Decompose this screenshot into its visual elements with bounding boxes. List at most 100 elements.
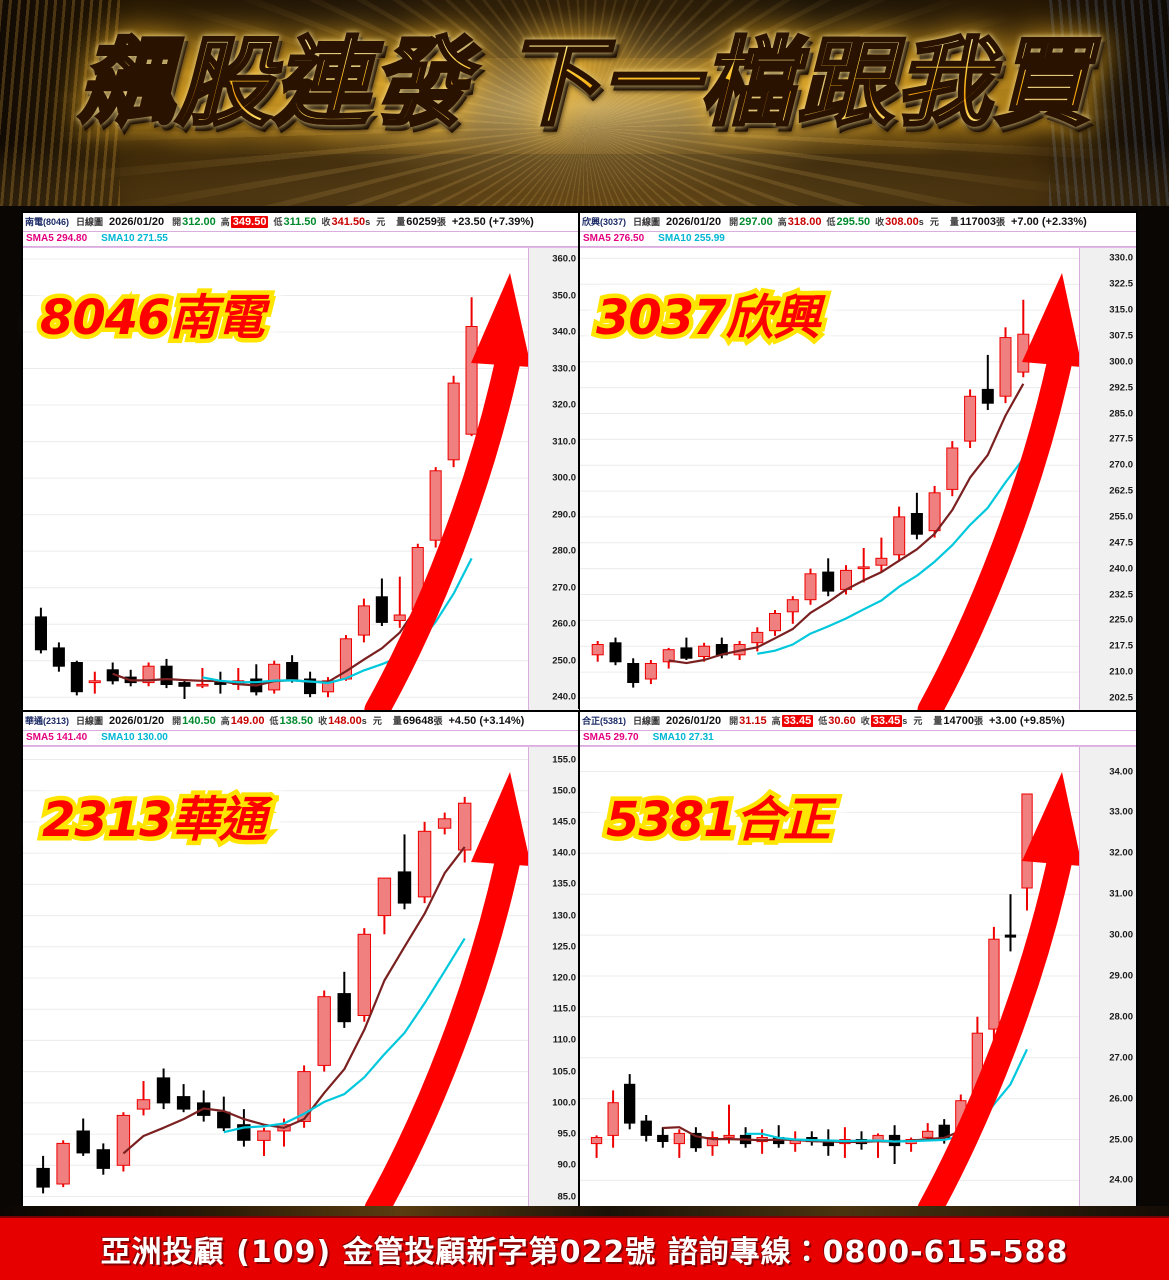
quote-kline-type: 日線圖 — [633, 217, 661, 227]
axis-tick-label: 34.00 — [1109, 766, 1133, 777]
axis-tick-label: 270.0 — [552, 582, 576, 594]
quote-volume-label: 量 — [392, 716, 402, 726]
quote-high-label: 高 — [220, 716, 230, 726]
axis-tick-label: 90.0 — [557, 1159, 577, 1171]
chart-panel-8046[interactable]: 南電(8046) 日線圖 2026/01/20 開312.00 高 349.50 低311.… — [21, 211, 581, 710]
quote-date: 2026/01/20 — [109, 216, 165, 228]
sma5-value: SMA5 294.80 — [26, 233, 88, 244]
axis-tick-label: 29.00 — [1109, 970, 1133, 982]
quote-low-value: 311.50 — [283, 216, 317, 228]
stock-plate-5381: 5381合正 — [602, 788, 836, 853]
quote-close-label: 收 — [875, 217, 885, 227]
axis-tick-label: 270.0 — [1109, 459, 1133, 471]
price-axis: 360.0 350.0 340.0 330.0 320.0 310.0 300.0 290.0… — [528, 248, 579, 710]
quote-volume-value: 60259 — [406, 216, 437, 228]
quote-low-value: 30.60 — [828, 715, 856, 727]
quote-volume-unit: 張 — [436, 217, 446, 227]
quote-bar: 南電(8046) 日線圖 2026/01/20 開312.00 高 349.50 低311.… — [23, 213, 579, 231]
sma-bar: SMA5 294.80 SMA10 271.55 — [23, 231, 579, 247]
axis-tick-label: 32.00 — [1109, 847, 1133, 859]
quote-unit-yuan: 元 — [376, 217, 386, 227]
quote-low-value: 295.50 — [836, 216, 871, 228]
headline-glow-decoration — [0, 58, 1169, 154]
price-axis: 34.00 33.00 32.00 31.00 30.00 29.00 28.00 27.00… — [1079, 747, 1136, 1209]
axis-tick-label: 140.0 — [552, 847, 576, 859]
plot-wrapper: 34.00 33.00 32.00 31.00 30.00 29.00 28.00 27.00… — [580, 746, 1136, 1209]
chart-panel-5381[interactable]: 合正(5381) 日線圖 2026/01/20 開31.15 高 33.45 低30.60 收… — [578, 710, 1138, 1209]
sma10-value: SMA10 27.31 — [652, 732, 714, 743]
quote-open-value: 140.50 — [182, 715, 216, 727]
quote-bar: 合正(5381) 日線圖 2026/01/20 開31.15 高 33.45 低30.60 收… — [580, 712, 1136, 730]
axis-tick-label: 300.0 — [1109, 356, 1133, 368]
quote-open-label: 開 — [729, 217, 739, 227]
axis-tick-label: 27.00 — [1109, 1052, 1133, 1064]
right-structure-decoration — [1049, 0, 1169, 206]
footer-gold-strip — [0, 1206, 1169, 1218]
quote-change: +23.50 (+7.39%) — [451, 216, 534, 228]
quote-high-label: 高 — [777, 217, 787, 227]
axis-tick-label: 30.00 — [1109, 929, 1133, 941]
axis-tick-label: 292.5 — [1109, 382, 1133, 394]
candlestick-plot[interactable] — [580, 248, 1080, 710]
axis-tick-label: 322.5 — [1109, 278, 1133, 290]
price-axis: 155.0 150.0 145.0 140.0 135.0 130.0 125.0 120.0… — [528, 747, 579, 1209]
quote-unit-yuan: 元 — [913, 716, 923, 726]
axis-tick-label: 330.0 — [552, 363, 576, 374]
quote-close-value: 341.50 — [331, 216, 366, 228]
candlestick-plot[interactable] — [23, 248, 529, 710]
axis-tick-label: 100.0 — [552, 1097, 576, 1109]
quote-unit-yuan: 元 — [372, 716, 382, 726]
quote-open-label: 開 — [729, 716, 739, 726]
quote-open-value: 312.00 — [182, 216, 216, 228]
quote-volume-value: 14700 — [943, 715, 974, 727]
axis-tick-label: 350.0 — [552, 290, 576, 301]
quote-volume-label: 量 — [949, 217, 959, 227]
quote-close-value: 148.00 — [328, 715, 362, 727]
axis-tick-label: 260.0 — [552, 618, 576, 630]
quote-bar: 華通(2313) 日線圖 2026/01/20 開140.50 高149.00 低138.… — [23, 712, 579, 730]
stock-plate-2313: 2313華通 — [38, 788, 272, 853]
axis-tick-label: 285.0 — [1109, 408, 1133, 419]
axis-tick-label: 315.0 — [1109, 304, 1133, 316]
headline: 飆股連發 下一檔跟我買 — [0, 27, 1169, 139]
quote-unit-s: s — [365, 217, 371, 227]
axis-tick-label: 280.0 — [552, 545, 576, 557]
quote-high-value: 349.50 — [230, 216, 269, 228]
axis-tick-label: 217.5 — [1109, 640, 1133, 652]
quote-volume-value: 69648 — [402, 715, 434, 727]
left-structure-decoration — [0, 0, 120, 206]
quote-kline-type: 日線圖 — [633, 716, 661, 726]
plot-wrapper: 360.0 350.0 340.0 330.0 320.0 310.0 300.0 290.0… — [23, 247, 579, 710]
axis-tick-label: 240.0 — [1109, 563, 1133, 575]
quote-close-value: 308.00 — [885, 216, 919, 228]
plot-wrapper: 330.0 322.5 315.0 307.5 300.0 292.5 285.0 277.5… — [580, 247, 1136, 710]
quote-unit-s: s — [918, 217, 924, 227]
axis-tick-label: 26.00 — [1109, 1093, 1133, 1105]
axis-tick-label: 320.0 — [552, 399, 576, 411]
axis-tick-label: 33.00 — [1109, 806, 1133, 818]
axis-tick-label: 262.5 — [1109, 485, 1133, 497]
axis-tick-label: 232.5 — [1109, 589, 1133, 600]
axis-tick-label: 247.5 — [1109, 537, 1133, 549]
chart-panel-2313[interactable]: 華通(2313) 日線圖 2026/01/20 開140.50 高149.00 低138.… — [21, 710, 581, 1209]
quote-date: 2026/01/20 — [666, 715, 722, 727]
candlestick-plot[interactable] — [23, 747, 529, 1209]
axis-tick-label: 31.00 — [1109, 888, 1133, 900]
axis-tick-label: 202.5 — [1109, 692, 1133, 704]
quote-close-label: 收 — [860, 716, 870, 726]
axis-tick-label: 125.0 — [552, 941, 576, 953]
footer-bar: 亞洲投顧 (109) 金管投顧新字第022號 諮詢專線：0800-615-588 — [0, 1216, 1169, 1280]
quote-high-value: 149.00 — [230, 715, 265, 727]
chart-panel-3037[interactable]: 欣興(3037) 日線圖 2026/01/20 開297.00 高318.00 低295.… — [578, 211, 1138, 710]
quote-unit-s: s — [902, 716, 908, 726]
quote-stock-name: 南電(8046) — [25, 217, 70, 227]
quote-change: +4.50 (+3.14%) — [448, 715, 525, 727]
headline-left-text: 飆股連發 — [76, 27, 470, 139]
quote-volume-value: 117003 — [959, 216, 996, 228]
quote-volume-unit: 張 — [995, 217, 1005, 227]
quote-volume-label: 量 — [396, 217, 406, 227]
quote-change: +7.00 (+2.33%) — [1010, 216, 1087, 228]
quote-kline-type: 日線圖 — [76, 716, 104, 726]
axis-tick-label: 130.0 — [552, 910, 576, 922]
candlestick-plot[interactable] — [580, 747, 1080, 1209]
